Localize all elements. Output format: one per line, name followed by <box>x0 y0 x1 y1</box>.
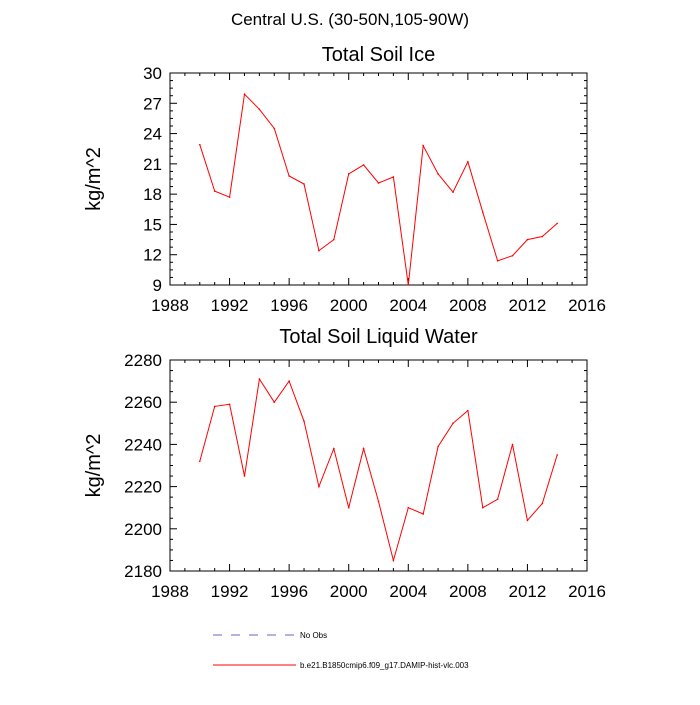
data-point <box>452 422 454 425</box>
data-point <box>496 498 499 501</box>
data-point <box>333 447 335 450</box>
legend-label-model: b.e21.B1850cmip6.f09_g17.DAMIP-hist-vlc.… <box>300 661 469 670</box>
x-tick-label: 1996 <box>270 582 308 601</box>
data-point <box>481 506 484 509</box>
data-point <box>228 196 231 198</box>
data-point <box>481 211 484 214</box>
data-point <box>422 513 424 515</box>
data-point <box>541 235 544 238</box>
data-point <box>511 443 514 446</box>
data-point <box>318 249 320 252</box>
x-tick-label: 2016 <box>568 296 606 315</box>
y-tick-label: 30 <box>143 64 162 83</box>
data-point <box>198 460 201 463</box>
data-point <box>288 175 290 177</box>
x-tick-label: 2000 <box>330 296 368 315</box>
series-line <box>199 377 558 563</box>
y-tick-label: 2240 <box>124 435 162 454</box>
data-point <box>526 238 529 241</box>
y-tick-label: 15 <box>143 215 162 234</box>
plot-frame <box>169 359 588 572</box>
data-point <box>243 93 246 95</box>
data-point <box>467 161 469 163</box>
data-point <box>288 380 290 382</box>
data-point <box>407 284 410 286</box>
y-tick-label: 12 <box>143 246 162 265</box>
y-axis-label: kg/m^2 <box>83 147 105 211</box>
panel-2: Total Soil Liquid Water kg/m^2 1988 1992 199… <box>83 326 606 601</box>
y-tick-label: 24 <box>143 125 162 144</box>
panel-title: Total Soil Liquid Water <box>279 326 478 348</box>
data-point <box>303 420 305 422</box>
x-tick-label: 2000 <box>330 582 368 601</box>
x-tick-label: 2004 <box>389 582 427 601</box>
data-point <box>452 191 454 193</box>
data-point <box>318 485 320 488</box>
data-point <box>541 502 544 505</box>
data-point <box>228 403 231 406</box>
data-point <box>213 405 216 408</box>
data-point <box>213 190 216 192</box>
x-tick-label: 1996 <box>270 296 308 315</box>
data-point <box>243 475 246 477</box>
data-point <box>496 259 499 262</box>
data-point <box>198 143 201 146</box>
y-tick-label: 2260 <box>124 393 162 412</box>
y-tick-label: 2180 <box>124 562 162 581</box>
x-tick-label: 1992 <box>211 296 249 315</box>
x-tick-label: 2004 <box>389 296 427 315</box>
x-tick-label: 2008 <box>449 296 487 315</box>
legend-label-no-obs: No Obs <box>300 631 327 640</box>
y-tick-label: 18 <box>143 185 162 204</box>
data-point <box>347 506 350 509</box>
data-point <box>273 127 276 130</box>
data-point <box>333 238 335 241</box>
data-point <box>556 454 559 456</box>
data-point <box>422 144 424 147</box>
series-line <box>199 93 558 286</box>
x-tick-label: 1992 <box>211 582 249 601</box>
data-point <box>437 173 439 175</box>
data-point <box>362 164 365 166</box>
data-point <box>437 445 439 448</box>
x-tick-label: 2012 <box>509 582 547 601</box>
data-point <box>303 183 305 185</box>
x-tick-label: 2008 <box>449 582 487 601</box>
data-point <box>258 108 261 111</box>
y-tick-label: 2200 <box>124 520 162 539</box>
data-point <box>377 500 380 503</box>
data-point <box>392 559 395 562</box>
panel-1: Total Soil Ice kg/m^2 1988 1992 1996 2000 2004… <box>83 44 606 315</box>
y-tick-label: 2280 <box>124 351 162 370</box>
panel-title: Total Soil Ice <box>322 44 435 66</box>
x-tick-label: 2016 <box>568 582 606 601</box>
data-point <box>511 254 514 257</box>
data-point <box>467 409 469 412</box>
data-point <box>258 378 261 380</box>
x-tick-label: 2012 <box>509 296 547 315</box>
legend: No Obs b.e21.B1850cmip6.f09_g17.DAMIP-his… <box>213 631 469 670</box>
y-tick-label: 2220 <box>124 478 162 497</box>
x-tick-label: 1988 <box>151 582 189 601</box>
x-tick-label: 1988 <box>151 296 189 315</box>
y-tick-label: 21 <box>143 155 162 174</box>
figure-title: Central U.S. (30-50N,105-90W) <box>230 10 470 29</box>
data-point <box>377 182 380 184</box>
data-point <box>392 176 395 178</box>
y-axis-label: kg/m^2 <box>83 434 105 498</box>
y-tick-label: 27 <box>143 94 162 113</box>
data-point <box>347 173 350 175</box>
y-tick-label: 9 <box>153 276 162 295</box>
data-point <box>407 506 410 509</box>
data-point <box>526 519 529 522</box>
data-point <box>556 222 559 225</box>
data-point <box>273 401 276 404</box>
data-point <box>362 447 365 450</box>
